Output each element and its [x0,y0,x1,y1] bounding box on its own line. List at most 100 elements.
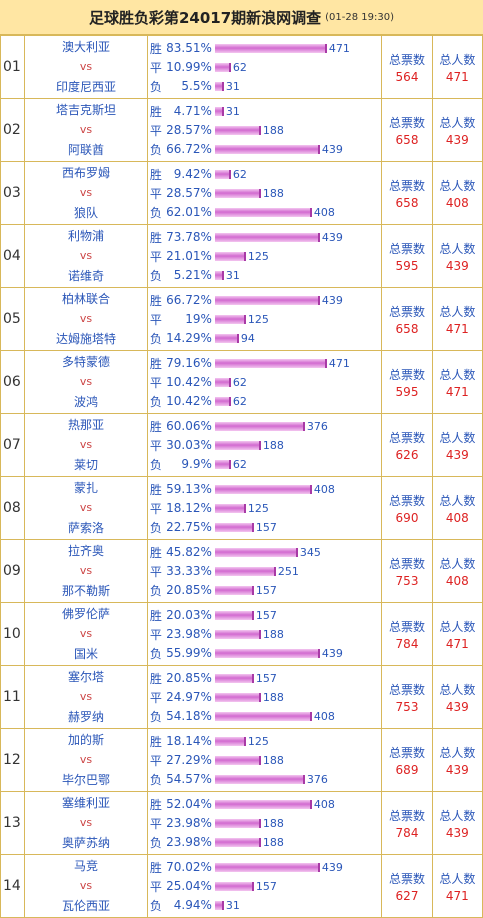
stat-row-win: 胜 70.02% 439 [148,858,381,877]
total-votes-value: 658 [395,321,419,336]
stat-bar-draw [214,881,254,891]
away-team[interactable]: 阿联酋 [68,143,105,157]
home-team[interactable]: 佛罗伦萨 [62,607,111,621]
vote-stats: 胜 20.85% 157 平 24.97% 188 负 54.18% 408 [146,665,383,729]
stat-label-draw: 平 [149,375,162,390]
total-votes-cell: 总票数 627 [381,854,433,918]
stat-row-loss: 负 9.9% 62 [148,455,381,474]
home-team[interactable]: 热那亚 [68,418,105,432]
stat-count-draw: 125 [247,249,269,263]
away-team[interactable]: 奥萨苏纳 [62,836,111,850]
total-people-value: 439 [445,258,469,273]
total-people-label: 总人数 [439,304,476,319]
stat-percent-draw: 28.57% [166,186,212,200]
stat-percent-loss: 62.01% [166,205,212,219]
away-team[interactable]: 赫罗纳 [68,710,105,724]
total-people-label: 总人数 [439,430,476,445]
stat-count-draw: 188 [262,690,284,704]
total-people-value: 408 [445,195,469,210]
stat-count-win: 157 [255,608,277,622]
stat-row-loss: 负 55.99% 439 [148,644,381,663]
away-team[interactable]: 国米 [74,647,99,661]
away-team[interactable]: 达姆施塔特 [56,332,117,346]
stat-bar-win [214,232,320,242]
stat-label-loss: 负 [149,394,162,409]
stat-percent-win: 83.51% [166,41,212,55]
away-team[interactable]: 萨索洛 [68,521,105,535]
stat-percent-loss: 14.29% [166,331,212,345]
stat-bar-draw [214,377,231,387]
vote-stats: 胜 70.02% 439 平 25.04% 157 负 4.94% 31 [146,854,383,918]
vs-label: vs [79,501,93,514]
match-teams: 澳大利亚 vs 印度尼西亚 [24,35,148,99]
stat-label-draw: 平 [149,501,162,516]
stat-label-draw: 平 [149,690,162,705]
stat-label-win: 胜 [149,860,162,875]
total-people-value: 439 [445,132,469,147]
stat-bar-win [214,673,254,683]
away-team[interactable]: 毕尔巴鄂 [62,773,111,787]
stat-percent-loss: 4.94% [173,898,212,912]
total-votes-label: 总票数 [388,556,425,571]
stat-label-win: 胜 [149,167,162,182]
stat-label-loss: 负 [149,709,162,724]
away-team[interactable]: 狼队 [74,206,99,220]
stat-count-draw: 62 [232,60,247,74]
home-team[interactable]: 蒙扎 [74,481,99,495]
stat-count-loss: 62 [232,394,247,408]
stat-count-win: 408 [313,482,335,496]
stat-label-draw: 平 [149,60,162,75]
total-people-value: 471 [445,384,469,399]
home-team[interactable]: 马竞 [74,859,99,873]
away-team[interactable]: 那不勒斯 [62,584,111,598]
match-row: 07 热那亚 vs 莱切 胜 60.06% 376 平 30.03% 188 负 9.9% 62 总票数 6… [0,413,483,477]
total-votes-value: 753 [395,573,419,588]
away-team[interactable]: 瓦伦西亚 [62,899,111,913]
home-team[interactable]: 塔吉克斯坦 [56,103,117,117]
stat-row-draw: 平 18.12% 125 [148,499,381,518]
home-team[interactable]: 加的斯 [68,733,105,747]
stat-percent-win: 20.03% [166,608,212,622]
home-team[interactable]: 柏林联合 [62,292,111,306]
away-team[interactable]: 诺维奇 [68,269,105,283]
stat-bar-loss [214,648,320,658]
home-team[interactable]: 塞尔塔 [68,670,105,684]
total-people-label: 总人数 [439,115,476,130]
total-votes-label: 总票数 [388,241,425,256]
home-team[interactable]: 西布罗姆 [62,166,111,180]
stat-percent-draw: 21.01% [166,249,212,263]
away-team[interactable]: 印度尼西亚 [56,80,117,94]
stat-label-draw: 平 [149,564,162,579]
vs-label: vs [79,438,93,451]
stat-bar-loss [214,270,224,280]
away-team[interactable]: 莱切 [74,458,99,472]
home-team[interactable]: 多特蒙德 [62,355,111,369]
stat-label-win: 胜 [149,419,162,434]
total-people-value: 439 [445,825,469,840]
stat-row-win: 胜 79.16% 471 [148,354,381,373]
away-team[interactable]: 波鸿 [74,395,99,409]
stat-count-win: 439 [321,230,343,244]
stat-count-win: 439 [321,860,343,874]
total-people-cell: 总人数 471 [431,350,483,414]
vs-label: vs [79,123,93,136]
total-votes-value: 784 [395,636,419,651]
total-votes-cell: 总票数 595 [381,350,433,414]
home-team[interactable]: 塞维利亚 [62,796,111,810]
stat-percent-win: 79.16% [166,356,212,370]
stat-bar-loss [214,774,305,784]
vs-label: vs [79,753,93,766]
stat-count-loss: 157 [255,583,277,597]
home-team[interactable]: 利物浦 [68,229,105,243]
vote-stats: 胜 4.71% 31 平 28.57% 188 负 66.72% 439 [146,98,383,162]
stat-label-loss: 负 [149,898,162,913]
stat-row-draw: 平 23.98% 188 [148,814,381,833]
vs-label: vs [79,312,93,325]
home-team[interactable]: 澳大利亚 [62,40,111,54]
stat-percent-win: 9.42% [173,167,212,181]
vote-stats: 胜 52.04% 408 平 23.98% 188 负 23.98% 188 [146,791,383,855]
survey-table: 01 澳大利亚 vs 印度尼西亚胜 83.51% 471 平 10.99% 62 负 5.5% 31 总… [0,35,483,918]
stat-count-draw: 188 [262,438,284,452]
home-team[interactable]: 拉齐奥 [68,544,105,558]
